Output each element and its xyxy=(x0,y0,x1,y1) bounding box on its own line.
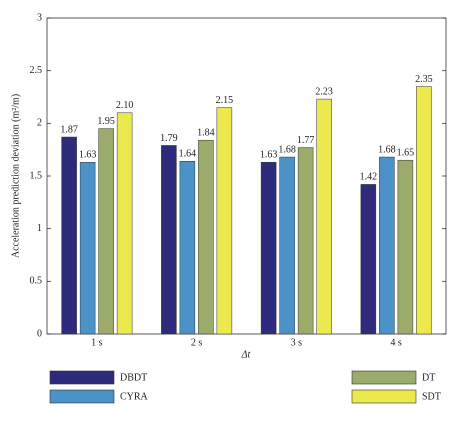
value-label: 1.87 xyxy=(60,124,78,135)
value-label: 1.65 xyxy=(397,147,415,158)
legend-label: DT xyxy=(422,372,435,383)
value-label: 1.68 xyxy=(378,144,396,155)
value-label: 1.63 xyxy=(260,150,278,161)
y-tick-label: 0.5 xyxy=(30,276,43,287)
value-label: 1.63 xyxy=(79,150,97,161)
bar xyxy=(379,156,395,335)
bar xyxy=(161,145,177,335)
y-tick-label: 3 xyxy=(37,12,42,23)
y-tick-label: 2 xyxy=(37,118,42,129)
legend-swatch xyxy=(49,370,115,385)
value-label: 2.15 xyxy=(216,95,234,106)
bar xyxy=(116,112,133,335)
bar xyxy=(61,136,77,335)
bar xyxy=(416,86,432,335)
bar xyxy=(79,162,96,335)
value-label: 2.10 xyxy=(116,100,134,111)
bar xyxy=(397,159,414,335)
y-tick-label: 0 xyxy=(37,328,42,339)
legend-label: SDT xyxy=(422,391,441,402)
x-tick-label: 2 s xyxy=(191,337,203,348)
value-label: 1.42 xyxy=(360,172,378,183)
bar xyxy=(316,98,332,335)
x-tick-label: 1 s xyxy=(91,337,103,348)
value-label: 1.79 xyxy=(160,133,178,144)
legend-swatch xyxy=(351,370,417,385)
bar xyxy=(279,156,295,335)
value-label: 1.68 xyxy=(278,144,296,155)
value-label: 2.23 xyxy=(315,86,333,97)
value-label: 2.35 xyxy=(415,74,433,85)
y-tick-label: 1.5 xyxy=(30,170,43,181)
y-tick-label: 2.5 xyxy=(30,65,43,76)
value-label: 1.77 xyxy=(297,135,315,146)
legend-swatch xyxy=(351,389,417,404)
y-axis-label: Acceleration prediction deviation (m²/m) xyxy=(10,94,21,258)
y-tick-label: 1 xyxy=(37,223,42,234)
bar xyxy=(198,139,214,335)
x-axis-label: Δt xyxy=(241,349,251,360)
bar xyxy=(260,162,277,335)
bar xyxy=(216,107,233,335)
legend-label: DBDT xyxy=(120,372,147,383)
value-label: 1.95 xyxy=(97,116,115,127)
bar xyxy=(360,184,377,335)
bar xyxy=(98,128,114,335)
bar xyxy=(297,147,314,335)
legend-label: CYRA xyxy=(120,391,149,402)
x-tick-label: 4 s xyxy=(390,337,402,348)
value-label: 1.64 xyxy=(179,149,197,160)
x-tick-label: 3 s xyxy=(291,337,303,348)
legend-swatch xyxy=(49,389,115,404)
value-label: 1.84 xyxy=(197,127,215,138)
bar xyxy=(179,161,196,335)
